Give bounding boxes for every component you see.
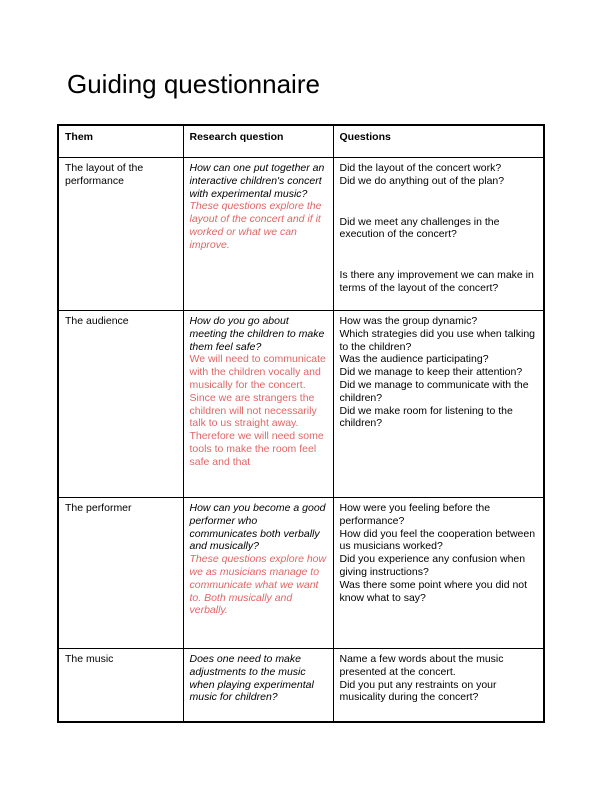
table-row-music: The music Does one need to make adjustme… <box>57 648 545 722</box>
question-item: How were you feeling before the performa… <box>339 502 491 527</box>
theme-label: The audience <box>65 315 129 327</box>
question-item: Did we meet any challenges in the execut… <box>339 215 500 241</box>
question-item: Was there some point where you did not k… <box>339 578 528 604</box>
research-question-cell: Does one need to make adjustments to the… <box>182 648 334 722</box>
questionnaire-table: Them Research question Questions The lay… <box>57 124 545 723</box>
column-header-questions: Questions <box>332 124 545 158</box>
table-row-performer: The performer How can you become a good … <box>57 497 545 649</box>
research-question-cell: How do you go about meeting the children… <box>182 310 334 498</box>
theme-label: The layout of the performance <box>65 162 144 187</box>
research-question-text: How do you go about meeting the children… <box>189 315 325 353</box>
theme-cell: The layout of the performance <box>57 157 184 311</box>
research-question-text: How can one put together an interactive … <box>189 162 325 200</box>
theme-cell: The performer <box>57 497 184 649</box>
theme-cell: The music <box>57 648 184 722</box>
research-question-cell: How can you become a good performer who … <box>182 497 334 649</box>
research-question-text: Does one need to make adjustments to the… <box>189 653 314 704</box>
question-item: Did you experience any confusion when gi… <box>339 553 526 578</box>
table-row-audience: The audience How do you go about meeting… <box>57 310 545 498</box>
research-question-text: How can you become a good performer who … <box>189 502 326 553</box>
table-header-row: Them Research question Questions <box>57 124 545 158</box>
research-note-text: We will need to communicate with the chi… <box>189 353 326 468</box>
theme-label: The performer <box>65 502 132 514</box>
question-item: Did we manage to communicate with the ch… <box>339 378 529 404</box>
research-note-text: These questions explore how we as musici… <box>189 553 327 617</box>
table-row-layout-of-performance: The layout of the performance How can on… <box>57 157 545 311</box>
question-item: How was the group dynamic? <box>339 315 478 327</box>
theme-cell: The audience <box>57 310 184 498</box>
theme-label: The music <box>65 653 114 665</box>
question-item: Did we do anything out of the plan? <box>339 174 505 187</box>
question-item: Did you put any restraints on your music… <box>339 678 497 704</box>
questions-cell: How was the group dynamic? Which strateg… <box>332 310 545 498</box>
question-item: Was the audience participating? <box>339 353 489 366</box>
column-header-them: Them <box>57 124 184 158</box>
question-item: Is there any improvement we can make in … <box>339 269 534 294</box>
question-item: How did you feel the cooperation between… <box>339 527 536 553</box>
column-header-research-question: Research question <box>182 124 334 158</box>
question-item: Did we make room for listening to the ch… <box>339 404 513 430</box>
question-item: Name a few words about the music present… <box>339 653 504 678</box>
questions-cell: Name a few words about the music present… <box>332 648 545 722</box>
research-note-text: These questions explore the layout of th… <box>189 200 322 251</box>
research-question-cell: How can one put together an interactive … <box>182 157 334 311</box>
question-item: Which strategies did you use when talkin… <box>339 327 536 353</box>
questions-cell: Did the layout of the concert work? Did … <box>332 157 545 311</box>
questions-cell: How were you feeling before the performa… <box>332 497 545 649</box>
question-item: Did the layout of the concert work? <box>339 162 502 174</box>
page-title: Guiding questionnaire <box>67 69 320 99</box>
question-item: Did we manage to keep their attention? <box>339 366 523 379</box>
